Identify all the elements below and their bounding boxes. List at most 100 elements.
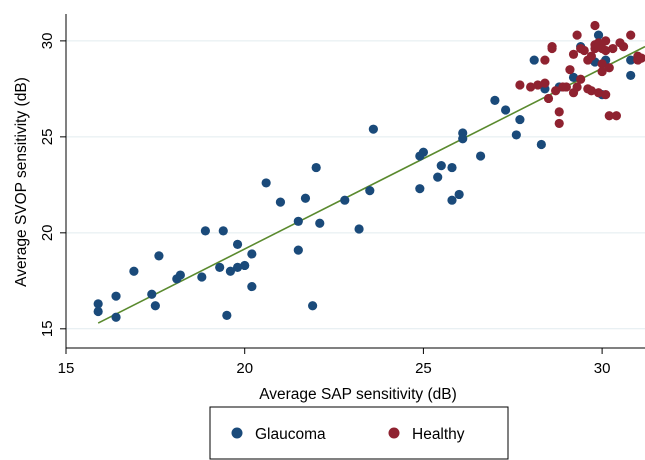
glaucoma-point-47 [515, 114, 525, 125]
x-axis-title: Average SAP sensitivity (dB) [259, 386, 457, 403]
healthy-point-15 [568, 49, 579, 59]
healthy-point-13 [565, 65, 575, 75]
healthy-point-4 [540, 55, 550, 65]
glaucoma-point-48 [529, 55, 539, 65]
glaucoma-point-10 [197, 272, 207, 282]
healthy-point-32 [597, 66, 607, 77]
healthy-point-20 [579, 45, 589, 56]
glaucoma-point-44 [490, 95, 500, 105]
axes [60, 14, 645, 354]
glaucoma-point-1 [93, 306, 103, 317]
glaucoma-point-29 [340, 195, 350, 205]
glaucoma-point-18 [240, 260, 250, 271]
glaucoma-point-33 [415, 184, 425, 194]
glaucoma-point-49 [536, 139, 546, 150]
glaucoma-point-7 [154, 251, 164, 261]
healthy-point-35 [601, 36, 611, 46]
legend-marker-healthy [388, 427, 400, 439]
y-tick-label-30: 30 [39, 33, 56, 50]
y-tick-label-15: 15 [39, 320, 56, 337]
legend-marker-glaucoma [231, 427, 243, 439]
glaucoma-point-45 [501, 105, 511, 115]
glaucoma-point-14 [222, 310, 232, 320]
healthy-point-34 [601, 45, 611, 56]
glaucoma-point-28 [315, 218, 325, 228]
glaucoma-points [93, 30, 636, 322]
healthy-point-0 [515, 80, 525, 90]
y-axis-title: Average SVOP sensitivity (dB) [13, 77, 30, 287]
healthy-point-33 [601, 90, 611, 100]
glaucoma-point-59 [626, 70, 636, 81]
y-tick-label-25: 25 [39, 129, 56, 146]
glaucoma-point-40 [454, 189, 464, 200]
healthy-point-5 [543, 93, 554, 104]
healthy-point-8 [551, 86, 561, 96]
glaucoma-point-36 [433, 172, 443, 182]
glaucoma-point-4 [129, 266, 139, 276]
glaucoma-point-0 [93, 299, 103, 309]
healthy-point-42 [626, 30, 636, 40]
healthy-point-38 [608, 43, 618, 54]
x-tick-label-20: 20 [236, 360, 253, 377]
healthy-point-10 [554, 118, 564, 129]
healthy-point-37 [604, 111, 614, 121]
legend-label-healthy: Healthy [412, 426, 465, 443]
glaucoma-point-26 [308, 301, 318, 311]
x-tick-label-25: 25 [415, 360, 432, 377]
glaucoma-point-19 [247, 249, 257, 259]
glaucoma-point-9 [175, 270, 185, 280]
legend: Glaucoma Healthy [209, 406, 509, 460]
glaucoma-point-55 [593, 30, 604, 40]
healthy-point-2 [533, 80, 543, 90]
glaucoma-point-15 [225, 266, 236, 276]
glaucoma-point-5 [147, 289, 157, 299]
glaucoma-point-23 [293, 245, 303, 255]
healthy-point-31 [597, 59, 607, 69]
glaucoma-point-39 [447, 195, 457, 205]
x-tick-label-30: 30 [594, 360, 611, 377]
glaucoma-point-16 [232, 239, 243, 249]
tick-labels: 15 20 25 30 15 20 25 30 [39, 33, 610, 377]
healthy-point-45 [636, 53, 645, 63]
glaucoma-point-46 [511, 130, 521, 140]
y-tick-label-20: 20 [39, 224, 56, 241]
legend-label-glaucoma: Glaucoma [255, 426, 326, 443]
glaucoma-point-58 [626, 55, 636, 65]
glaucoma-point-31 [365, 185, 375, 196]
healthy-point-7 [547, 42, 557, 52]
glaucoma-point-27 [311, 162, 321, 173]
healthy-point-16 [572, 30, 582, 40]
healthy-point-26 [590, 20, 600, 31]
glaucoma-point-52 [568, 72, 579, 82]
glaucoma-point-17 [232, 262, 243, 272]
healthy-points [515, 20, 645, 129]
healthy-point-41 [618, 42, 629, 52]
glaucoma-point-37 [436, 161, 446, 171]
healthy-point-1 [526, 82, 536, 92]
glaucoma-point-43 [475, 151, 486, 161]
glaucoma-point-20 [247, 281, 257, 292]
glaucoma-point-13 [218, 226, 228, 236]
glaucoma-point-3 [111, 312, 121, 322]
healthy-point-17 [572, 82, 582, 92]
glaucoma-point-11 [200, 226, 210, 236]
healthy-point-29 [593, 88, 604, 98]
gridlines [66, 40, 645, 330]
healthy-point-24 [586, 86, 596, 96]
glaucoma-point-24 [293, 216, 303, 226]
glaucoma-point-22 [275, 197, 286, 207]
glaucoma-point-25 [300, 193, 311, 203]
glaucoma-point-38 [447, 162, 457, 173]
healthy-point-3 [540, 78, 550, 88]
legend-box [209, 406, 509, 460]
glaucoma-point-12 [215, 262, 225, 272]
healthy-point-19 [576, 74, 586, 84]
healthy-point-39 [611, 111, 622, 121]
glaucoma-point-6 [150, 301, 160, 311]
x-tick-label-15: 15 [58, 360, 75, 377]
healthy-point-12 [561, 82, 571, 92]
glaucoma-point-32 [368, 124, 378, 134]
glaucoma-point-21 [261, 178, 271, 188]
